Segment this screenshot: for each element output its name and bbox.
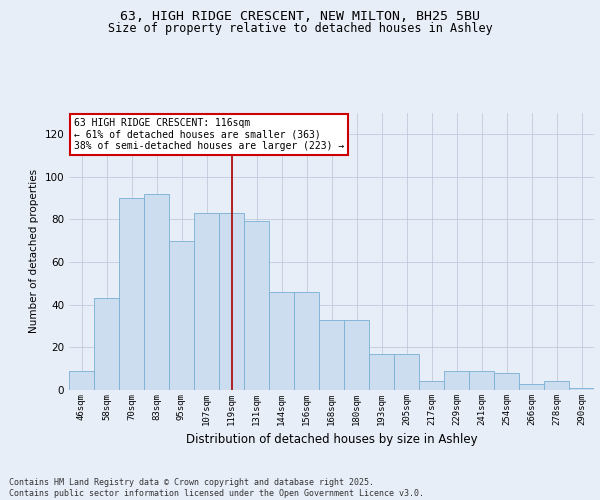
- Bar: [294, 292, 319, 390]
- Bar: [344, 320, 369, 390]
- Bar: [194, 213, 219, 390]
- Bar: [219, 213, 244, 390]
- Text: 63, HIGH RIDGE CRESCENT, NEW MILTON, BH25 5BU: 63, HIGH RIDGE CRESCENT, NEW MILTON, BH2…: [120, 10, 480, 23]
- Bar: [269, 292, 294, 390]
- Bar: [94, 298, 119, 390]
- Bar: [144, 194, 169, 390]
- Bar: [394, 354, 419, 390]
- Bar: [469, 371, 494, 390]
- Text: Contains HM Land Registry data © Crown copyright and database right 2025.
Contai: Contains HM Land Registry data © Crown c…: [9, 478, 424, 498]
- Bar: [444, 371, 469, 390]
- Bar: [319, 320, 344, 390]
- Y-axis label: Number of detached properties: Number of detached properties: [29, 169, 39, 334]
- Bar: [69, 371, 94, 390]
- Bar: [494, 373, 519, 390]
- Bar: [119, 198, 144, 390]
- Bar: [569, 388, 594, 390]
- Bar: [169, 240, 194, 390]
- Bar: [544, 382, 569, 390]
- X-axis label: Distribution of detached houses by size in Ashley: Distribution of detached houses by size …: [185, 434, 478, 446]
- Bar: [244, 222, 269, 390]
- Text: Size of property relative to detached houses in Ashley: Size of property relative to detached ho…: [107, 22, 493, 35]
- Text: 63 HIGH RIDGE CRESCENT: 116sqm
← 61% of detached houses are smaller (363)
38% of: 63 HIGH RIDGE CRESCENT: 116sqm ← 61% of …: [74, 118, 344, 151]
- Bar: [369, 354, 394, 390]
- Bar: [519, 384, 544, 390]
- Bar: [419, 382, 444, 390]
